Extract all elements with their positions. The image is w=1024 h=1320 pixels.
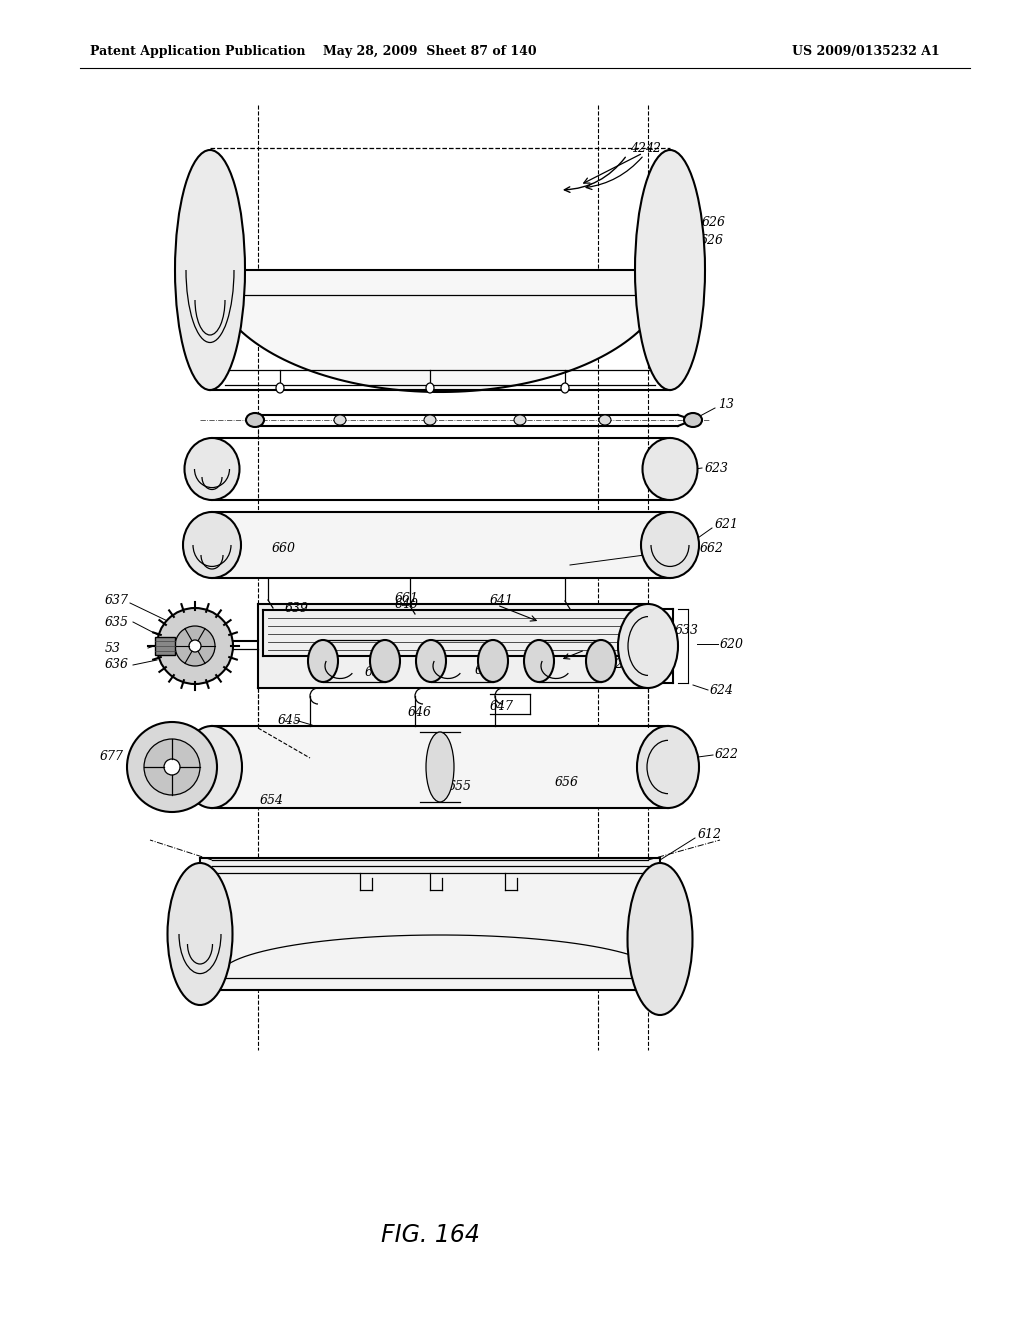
Text: 646: 646 <box>408 705 432 718</box>
Text: Patent Application Publication: Patent Application Publication <box>90 45 305 58</box>
Text: 626: 626 <box>700 234 724 247</box>
Text: 640: 640 <box>395 598 419 610</box>
Ellipse shape <box>168 863 232 1005</box>
Text: 624: 624 <box>710 684 734 697</box>
Text: 647: 647 <box>490 700 514 713</box>
Text: FIG. 164: FIG. 164 <box>381 1224 479 1247</box>
Ellipse shape <box>524 640 554 682</box>
Text: 662: 662 <box>700 541 724 554</box>
Text: 630: 630 <box>365 665 389 678</box>
Ellipse shape <box>628 863 692 1015</box>
Text: 612: 612 <box>698 829 722 842</box>
Ellipse shape <box>416 640 446 682</box>
Text: 53: 53 <box>105 642 121 655</box>
Text: 622: 622 <box>715 748 739 762</box>
Ellipse shape <box>684 413 702 426</box>
Text: 656: 656 <box>555 776 579 788</box>
Ellipse shape <box>586 640 616 682</box>
Ellipse shape <box>424 414 436 425</box>
Ellipse shape <box>642 438 697 500</box>
Text: 661: 661 <box>395 591 419 605</box>
Text: 627: 627 <box>648 974 672 986</box>
Ellipse shape <box>334 414 346 425</box>
Ellipse shape <box>641 512 699 578</box>
Ellipse shape <box>182 726 242 808</box>
Polygon shape <box>200 858 660 990</box>
Polygon shape <box>212 512 670 578</box>
Ellipse shape <box>618 605 678 688</box>
Ellipse shape <box>635 150 705 389</box>
Ellipse shape <box>370 640 400 682</box>
Text: 635: 635 <box>105 615 129 628</box>
Text: 636: 636 <box>105 659 129 672</box>
Ellipse shape <box>561 383 569 393</box>
Text: 641: 641 <box>490 594 514 606</box>
Text: 631: 631 <box>475 664 499 676</box>
Text: 633: 633 <box>675 623 699 636</box>
Text: 654: 654 <box>260 793 284 807</box>
Ellipse shape <box>246 413 264 426</box>
Polygon shape <box>212 726 668 808</box>
Circle shape <box>175 626 215 667</box>
Circle shape <box>157 609 233 684</box>
Circle shape <box>127 722 217 812</box>
Circle shape <box>164 759 180 775</box>
Ellipse shape <box>478 640 508 682</box>
Ellipse shape <box>175 150 245 389</box>
Text: 639: 639 <box>285 602 309 615</box>
Ellipse shape <box>308 640 338 682</box>
Text: 677: 677 <box>100 751 124 763</box>
Polygon shape <box>258 605 648 688</box>
Ellipse shape <box>599 414 611 425</box>
Text: 13: 13 <box>718 399 734 412</box>
Circle shape <box>189 640 201 652</box>
Text: 632: 632 <box>600 659 624 672</box>
Ellipse shape <box>184 438 240 500</box>
Text: 620: 620 <box>720 638 744 651</box>
Text: 645: 645 <box>278 714 302 726</box>
Polygon shape <box>210 271 670 392</box>
Ellipse shape <box>426 383 434 393</box>
Bar <box>155 638 175 655</box>
Circle shape <box>144 739 200 795</box>
Text: 623: 623 <box>705 462 729 474</box>
Ellipse shape <box>514 414 526 425</box>
Text: 626: 626 <box>702 215 726 228</box>
Text: 42: 42 <box>630 141 646 154</box>
Text: 655: 655 <box>449 780 472 792</box>
Ellipse shape <box>276 383 284 393</box>
Text: 660: 660 <box>272 541 296 554</box>
Ellipse shape <box>637 726 699 808</box>
Text: US 2009/0135232 A1: US 2009/0135232 A1 <box>793 45 940 58</box>
Ellipse shape <box>426 733 454 803</box>
Text: 637: 637 <box>105 594 129 606</box>
Text: 621: 621 <box>715 519 739 532</box>
Text: 42: 42 <box>645 141 662 154</box>
Ellipse shape <box>183 512 241 578</box>
Text: May 28, 2009  Sheet 87 of 140: May 28, 2009 Sheet 87 of 140 <box>324 45 537 58</box>
